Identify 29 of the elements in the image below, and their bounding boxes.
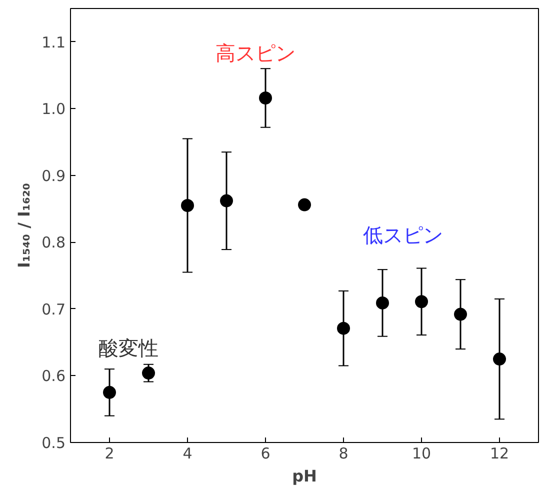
point — [493, 352, 506, 366]
point — [259, 91, 272, 104]
x-tick-label: 8 — [338, 444, 348, 462]
annotation: 高スピン — [216, 40, 296, 65]
point — [454, 308, 467, 321]
x-tick-label: 6 — [260, 444, 270, 462]
point — [337, 322, 350, 335]
x-tick-label: 2 — [104, 444, 114, 462]
x-tick-label: 12 — [490, 444, 510, 462]
point — [220, 194, 233, 208]
annotation: 低スピン — [363, 223, 443, 248]
y-tick-label: 0.5 — [42, 434, 66, 452]
y-tick-label: 0.9 — [42, 166, 66, 185]
y-tick-label: 0.7 — [42, 300, 66, 318]
y-tick-label: 1.0 — [42, 100, 66, 118]
point — [415, 295, 428, 308]
y-tick-label: 0.6 — [42, 367, 66, 386]
annotation: 酸変性 — [98, 336, 159, 360]
point — [298, 198, 311, 212]
x-axis-title: pH — [292, 466, 317, 486]
y-tick-label: 0.8 — [42, 234, 66, 252]
y-axis-title: I₁₅₄₀ / I₁₆₂₀ — [14, 183, 34, 268]
point — [142, 366, 155, 380]
point — [181, 198, 194, 212]
y-tick-label: 1.1 — [42, 33, 66, 52]
x-tick-label: 10 — [412, 444, 432, 462]
point — [376, 296, 389, 310]
x-tick-label: 4 — [182, 444, 192, 462]
point — [103, 386, 116, 399]
